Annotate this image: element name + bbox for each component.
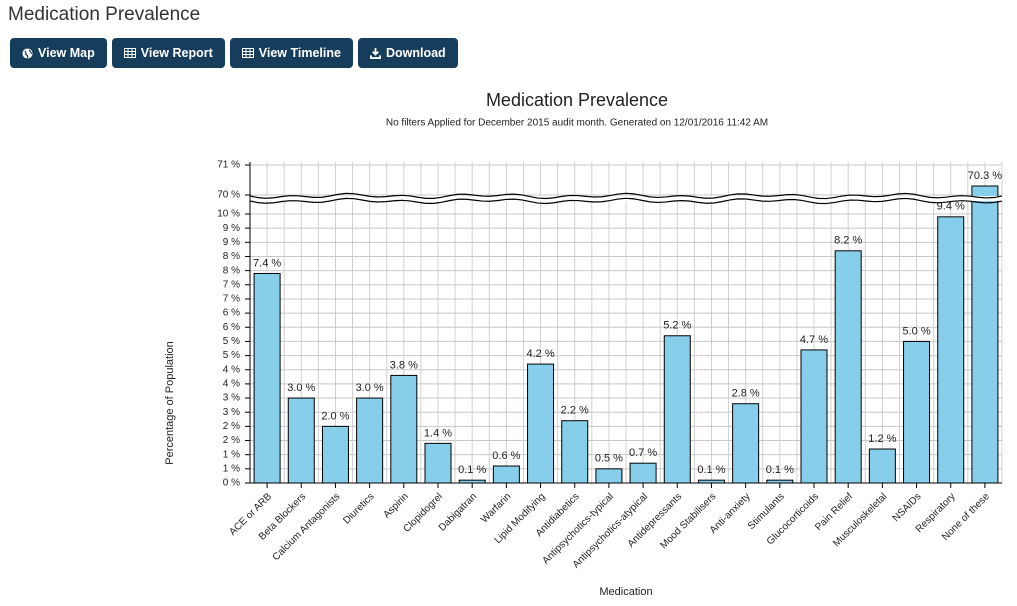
bar xyxy=(937,216,965,484)
table-icon xyxy=(123,48,136,58)
view-map-button[interactable]: View Map xyxy=(10,38,107,68)
bar xyxy=(971,185,999,484)
x-tick-label: Warfarin xyxy=(479,491,513,525)
data-label: 5.2 % xyxy=(663,320,691,332)
bar xyxy=(527,363,555,484)
view-timeline-button[interactable]: View Timeline xyxy=(229,38,353,68)
data-label: 3.0 % xyxy=(287,382,315,394)
x-tick-label: Aspirin xyxy=(381,491,410,520)
y-tick-label: 5 % xyxy=(223,350,240,361)
bar xyxy=(561,420,589,484)
y-tick-label: 1 % xyxy=(223,449,240,460)
x-tick-label: Diuretics xyxy=(341,491,376,526)
button-label: View Report xyxy=(140,46,213,60)
bar xyxy=(800,349,828,484)
globe-icon xyxy=(22,47,33,59)
data-label: 3.0 % xyxy=(356,382,384,394)
y-tick-label: 70 % xyxy=(217,190,240,201)
data-label: 0.6 % xyxy=(492,450,520,462)
y-tick-label: 7 % xyxy=(223,294,240,305)
data-label: 2.0 % xyxy=(321,410,349,422)
x-axis-label: Medication xyxy=(599,586,652,598)
y-tick-label: 3 % xyxy=(223,407,240,418)
y-tick-label: 4 % xyxy=(223,364,240,375)
y-tick-label: 10 % xyxy=(217,209,240,220)
data-label: 4.2 % xyxy=(526,348,554,360)
y-tick-label: 7 % xyxy=(223,279,240,290)
data-label: 5.0 % xyxy=(902,325,930,337)
button-label: View Map xyxy=(38,46,95,60)
data-label: 0.1 % xyxy=(766,464,794,476)
bar xyxy=(834,250,862,484)
download-button[interactable]: Download xyxy=(357,38,458,68)
bar xyxy=(321,425,349,484)
data-label: 4.7 % xyxy=(800,334,828,346)
y-tick-label: 6 % xyxy=(223,322,240,333)
bar xyxy=(629,462,657,484)
bar xyxy=(424,442,452,484)
y-tick-label: 4 % xyxy=(223,379,240,390)
bar xyxy=(390,374,418,484)
chart-subtitle: No filters Applied for December 2015 aud… xyxy=(386,118,768,129)
y-tick-label: 3 % xyxy=(223,393,240,404)
bar xyxy=(663,335,691,484)
toolbar: View Map View Report View Timeline Downl… xyxy=(10,38,458,68)
bar xyxy=(903,340,931,484)
bar xyxy=(595,468,623,484)
data-label: 0.1 % xyxy=(458,464,486,476)
y-tick-label: 71 % xyxy=(217,160,240,171)
data-label: 9.4 % xyxy=(937,201,965,213)
x-tick-label: Calcium Antagonists xyxy=(271,491,343,563)
table-icon xyxy=(241,48,254,58)
y-tick-label: 2 % xyxy=(223,435,240,446)
data-label: 0.5 % xyxy=(595,453,623,465)
y-tick-label: 5 % xyxy=(223,336,240,347)
data-label: 0.7 % xyxy=(629,447,657,459)
data-label: 3.8 % xyxy=(390,359,418,371)
data-label: 70.3 % xyxy=(968,170,1002,182)
chart: Medication Prevalence No filters Applied… xyxy=(164,90,1004,598)
data-label: 7.4 % xyxy=(253,257,281,269)
x-tick-label: NSAIDs xyxy=(891,491,924,524)
y-tick-label: 8 % xyxy=(223,265,240,276)
bar xyxy=(253,272,281,484)
y-tick-label: 2 % xyxy=(223,421,240,432)
y-tick-label: 8 % xyxy=(223,251,240,262)
axis-break-line xyxy=(249,197,1003,205)
y-tick-label: 9 % xyxy=(223,237,240,248)
y-tick-label: 6 % xyxy=(223,308,240,319)
y-tick-label: 9 % xyxy=(223,223,240,234)
data-label: 0.1 % xyxy=(697,464,725,476)
bar xyxy=(492,465,520,484)
data-label: 8.2 % xyxy=(834,235,862,247)
y-tick-label: 0 % xyxy=(223,478,240,489)
button-label: Download xyxy=(385,46,446,60)
page-title: Medication Prevalence xyxy=(8,4,201,25)
bar xyxy=(868,448,896,484)
bar xyxy=(287,397,315,484)
data-label: 1.2 % xyxy=(868,433,896,445)
download-icon xyxy=(369,47,381,59)
data-label: 1.4 % xyxy=(424,427,452,439)
data-label: 2.2 % xyxy=(561,405,589,417)
button-label: View Timeline xyxy=(258,46,341,60)
chart-title: Medication Prevalence xyxy=(486,90,668,110)
bar xyxy=(732,403,760,484)
data-label: 2.8 % xyxy=(732,388,760,400)
axis-break-line xyxy=(249,192,1003,200)
bar xyxy=(356,397,384,484)
view-report-button[interactable]: View Report xyxy=(111,38,225,68)
y-axis-label: Percentage of Population xyxy=(164,341,176,465)
y-tick-label: 1 % xyxy=(223,463,240,474)
